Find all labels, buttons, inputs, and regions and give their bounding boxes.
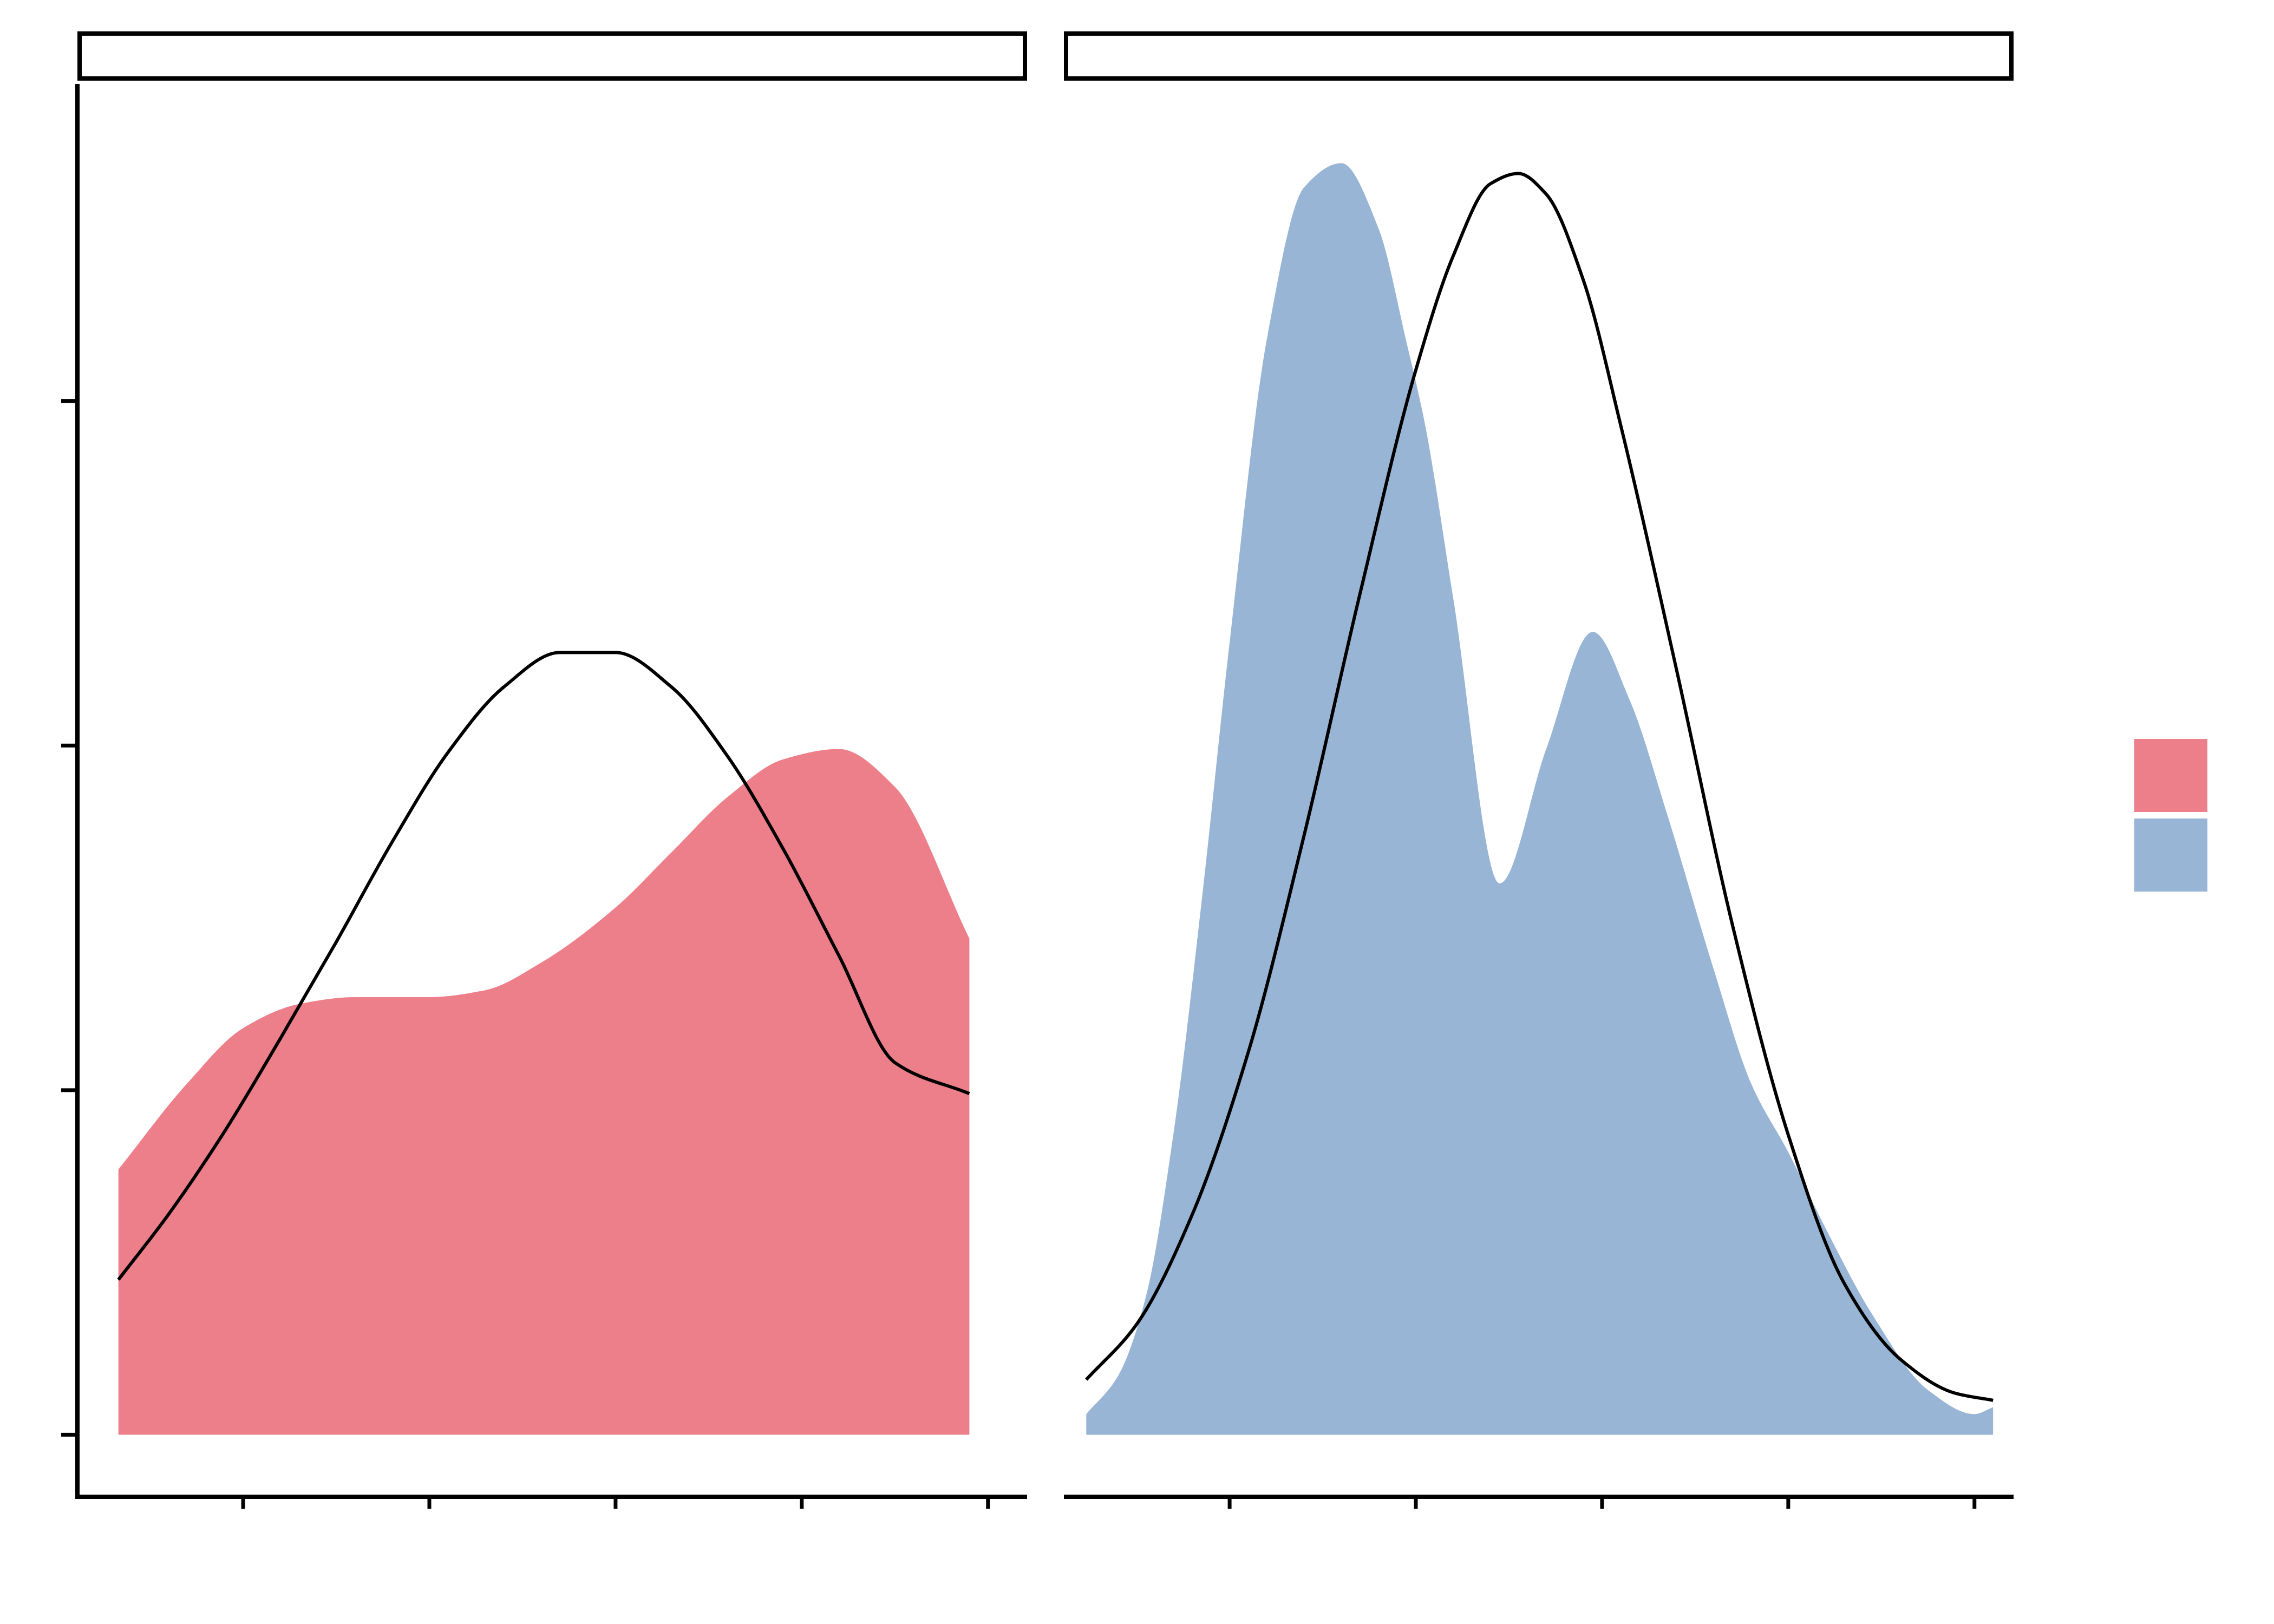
facet-panel-2: [1064, 31, 2014, 1509]
facet-panel-1: [61, 31, 1027, 1509]
legend: [2134, 739, 2207, 892]
normal-density-curve: [1085, 172, 1994, 1402]
facet-strip: [1064, 31, 2014, 81]
normal-density-curve: [117, 651, 970, 1281]
legend-key-1: [2134, 739, 2207, 812]
legend-key-2: [2134, 818, 2207, 892]
density-area: [118, 749, 970, 1435]
panels-layer: [61, 31, 2014, 1509]
density-area: [1086, 163, 1994, 1435]
facet-strip: [77, 31, 1027, 81]
